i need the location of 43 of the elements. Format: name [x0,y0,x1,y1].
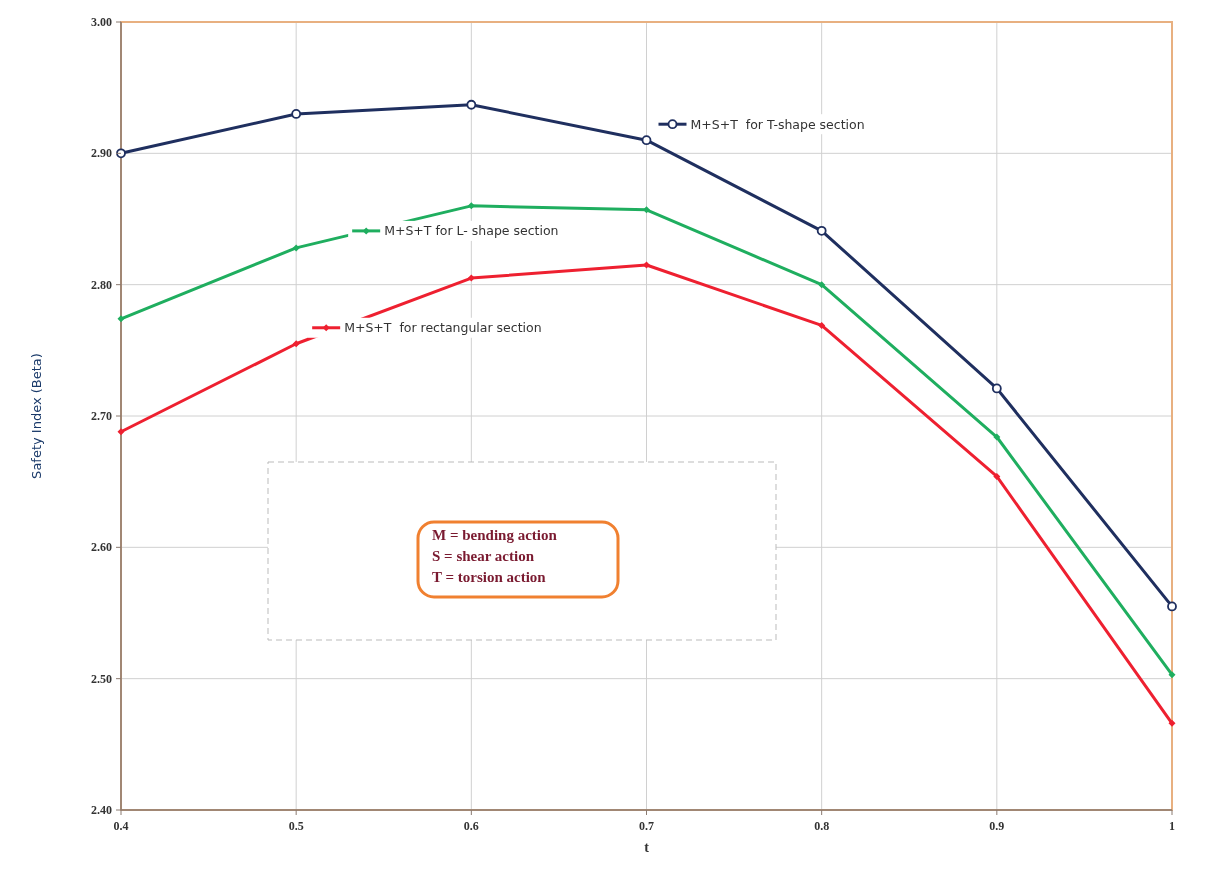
point [641,135,652,146]
annotation: S = shear action [432,548,535,564]
x-tick-label: 0.4 [113,819,129,833]
annotation: T = torsion action [432,569,547,585]
legend-label: M+S+T for rectangular section [344,320,542,336]
point [292,244,300,252]
point [117,315,125,323]
y-tick-label: 2.50 [91,671,112,686]
legend-label: M+S+T for L- shape section [384,223,559,239]
point [117,428,125,436]
point [116,148,126,159]
point [993,472,1001,480]
point [818,281,826,289]
point [818,321,826,329]
y-tick-label: 2.70 [91,409,112,423]
point [991,383,1002,394]
x-tick-label: 0.6 [463,819,479,833]
x-tick-label: 0.9 [989,819,1005,833]
point [466,99,477,110]
x-tick-label: 0.8 [814,819,830,833]
x-axis-title: t [644,840,650,855]
point [292,340,300,348]
y-tick-label: 3.00 [91,15,112,29]
point [467,274,475,282]
point [643,261,650,269]
annotation: M = bending action [432,527,558,543]
legend-label: M+S+T for T-shape section [690,116,865,132]
point [1168,671,1176,679]
x-tick-label: 0.7 [639,819,654,833]
y-tick-label: 2.60 [91,540,112,555]
point [467,202,475,210]
point [993,433,1001,441]
y-axis-title: Safety Index (Beta) [29,353,44,479]
point [1167,601,1177,612]
y-tick-label: 2.90 [91,146,112,161]
point [643,206,650,214]
x-tick-label: 0.5 [288,819,304,833]
y-tick-label: 2.80 [91,277,112,292]
point [1168,719,1176,727]
x-tick-label: 1 [1169,819,1175,833]
point [291,109,302,119]
y-tick-label: 2.40 [91,803,112,817]
point [816,225,827,236]
